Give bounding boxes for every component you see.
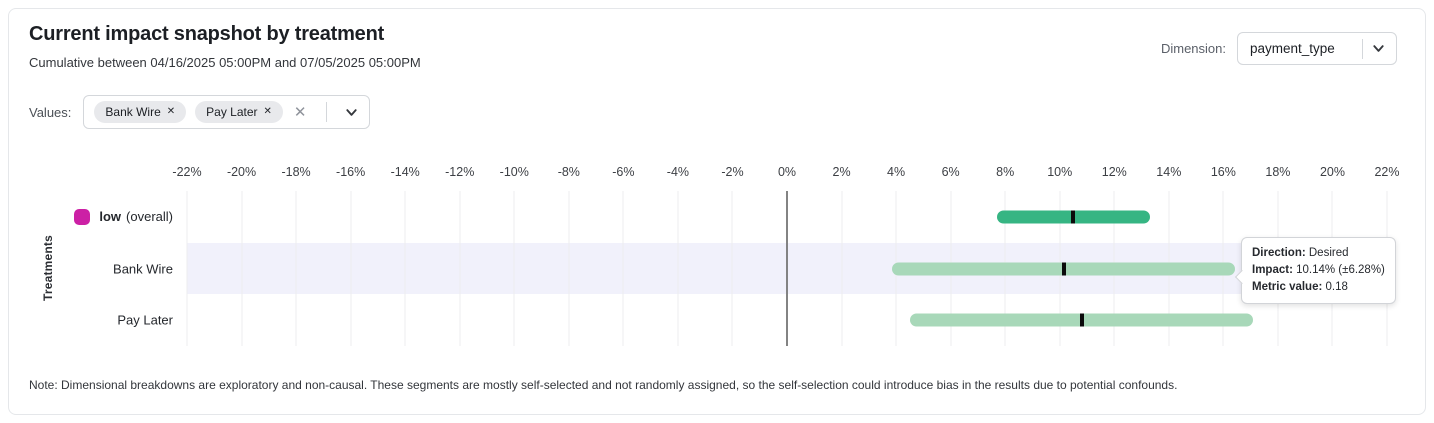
gridline [350,191,352,346]
gridline [568,191,570,346]
x-tick-label: 6% [941,165,960,179]
chip-label: Bank Wire [105,105,161,119]
zero-baseline [786,191,788,346]
x-tick-label: 22% [1374,165,1400,179]
x-tick-label: -14% [390,165,420,179]
x-tick-label: 12% [1101,165,1127,179]
values-multiselect[interactable]: Bank Wire ✕ Pay Later ✕ ✕ [83,95,370,129]
x-tick-label: 4% [887,165,906,179]
dimension-control: Dimension: payment_type [1161,32,1397,65]
x-tick-label: -18% [281,165,311,179]
values-label: Values: [29,104,72,120]
chart-row-low-overall [187,210,1387,224]
x-tick-label: -20% [226,165,257,179]
footnote: Note: Dimensional breakdowns are explora… [29,378,1178,392]
chart-plot-area: -22% -20% -18% -16% -14% -12% -10% -8% -6% -4% -2%… [172,165,1400,346]
chart-row-pay-later [187,313,1387,327]
chip-label: Pay Later [206,105,258,119]
multiselect-divider [325,102,327,122]
gridline [186,191,188,346]
x-tick-label: 10% [1047,165,1073,179]
value-chip-pay-later[interactable]: Pay Later ✕ [195,101,283,123]
median-marker [1061,262,1066,275]
x-tick-label: -12% [445,165,475,179]
clear-all-icon[interactable]: ✕ [293,103,307,121]
impact-snapshot-card: Current impact snapshot by treatment Cum… [8,8,1426,415]
tooltip-line-metric-value: Metric value: 0.18 [1252,281,1348,293]
gridline [731,191,733,346]
gridline [513,191,515,346]
tooltip-line-direction: Direction: Desired [1252,247,1349,259]
remove-chip-icon[interactable]: ✕ [166,106,176,117]
x-tick-label: 18% [1265,165,1291,179]
row-label-pay-later: Pay Later [117,312,173,328]
gridline [295,191,297,346]
x-tick-label: 2% [832,165,851,179]
y-axis-labels: low (overall) Bank Wire Pay Later [9,191,173,346]
chevron-down-icon [1373,45,1384,52]
dimension-selected-value: payment_type [1250,41,1335,56]
x-tick-label: -8% [557,165,580,179]
gridline [677,191,679,346]
x-tick-label: 20% [1319,165,1345,179]
x-tick-label: 0% [777,165,797,179]
legend-swatch [74,208,91,225]
x-tick-label: -22% [172,165,202,179]
x-tick-label: 8% [996,165,1015,179]
x-tick-label: 16% [1210,165,1236,179]
value-chip-bank-wire[interactable]: Bank Wire ✕ [94,101,187,123]
x-tick-label: -2% [721,165,744,179]
tooltip: Direction: Desired Impact: 10.14% (±6.28… [1241,237,1396,304]
select-divider [1362,38,1363,59]
chevron-down-icon[interactable] [344,105,359,120]
gridline [841,191,843,346]
page-title: Current impact snapshot by treatment [29,23,385,45]
remove-chip-icon[interactable]: ✕ [263,106,272,117]
gridline [459,191,461,346]
tooltip-line-impact: Impact: 10.14% (±6.28%) [1252,264,1385,276]
gridline [241,191,243,346]
x-tick-label: -6% [612,165,635,179]
row-label-low-overall: low (overall) [74,208,173,225]
values-filter-row: Values: Bank Wire ✕ Pay Later ✕ ✕ [29,95,370,129]
dimension-select[interactable]: payment_type [1237,32,1397,65]
median-marker [1079,313,1084,327]
gridline [404,191,406,346]
gridline [622,191,624,346]
chart-row-bank-wire [187,262,1387,275]
dimension-label: Dimension: [1160,41,1226,56]
x-tick-label: -4% [666,165,690,179]
x-tick-label: -10% [499,165,529,179]
x-tick-label: -16% [336,165,366,179]
x-tick-label: 14% [1156,165,1182,179]
date-range-subtitle: Cumulative between 04/16/2025 05:00PM an… [29,55,421,70]
median-marker [1071,210,1076,224]
row-label-bank-wire: Bank Wire [113,261,173,276]
